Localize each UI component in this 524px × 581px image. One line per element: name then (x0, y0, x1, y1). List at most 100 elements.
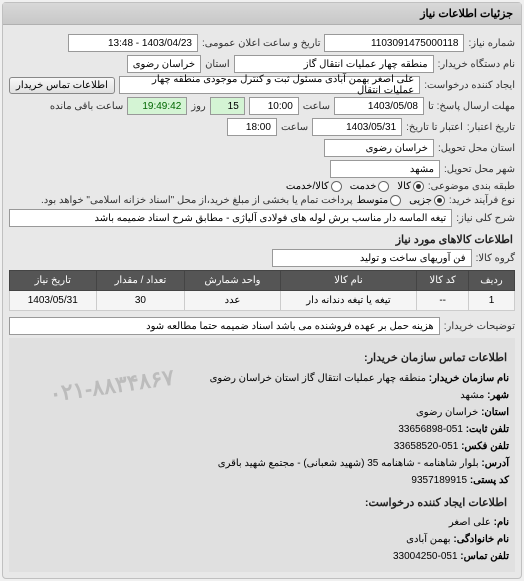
cell-unit: عدد (185, 291, 280, 311)
contact-phone2: تلفن تماس: 051-33004250 (15, 549, 509, 565)
device-field: منطقه چهار عملیات انتقال گاز (234, 55, 434, 73)
province-label: استان (205, 59, 230, 70)
radio-service-circle (378, 181, 389, 192)
contact-city: شهر: مشهد (15, 388, 509, 404)
radio-medium-label: متوسط (357, 195, 388, 206)
row-delivery-city: شهر محل تحویل: مشهد (9, 160, 515, 178)
creator-section-title: اطلاعات ایجاد کننده درخواست: (17, 495, 507, 513)
deadline-time-field: 10:00 (249, 97, 299, 115)
radio-service[interactable]: خدمت (350, 181, 390, 192)
row-process: نوع فرآیند خرید: جزیی متوسط پرداخت تمام … (9, 195, 515, 206)
category-radio-group: کالا خدمت کالا/خدمت (286, 181, 424, 192)
address-label: آدرس: (481, 458, 509, 469)
family-value: بهمن آبادی (406, 534, 450, 545)
panel-title: جزئیات اطلاعات نیاز (3, 3, 521, 25)
day-label: روز (191, 101, 206, 112)
buyer-notes-field: هزینه حمل بر عهده فروشنده می باشد اسناد … (9, 317, 440, 335)
fax-value: 051-33658520 (394, 441, 459, 452)
address-value: بلوار شاهنامه - شاهنامه 35 (شهید شعبانی)… (218, 458, 479, 469)
buyer-contact-button[interactable]: اطلاعات تماس خریدار (9, 77, 115, 94)
radio-goods-service-circle (331, 181, 342, 192)
name-value: علی اصغر (449, 517, 491, 528)
days-remain-field: 15 (210, 97, 245, 115)
contact-org: نام سازمان خریدار: منطقه چهار عملیات انت… (15, 371, 509, 387)
row-deadline: مهلت ارسال پاسخ: تا 1403/05/08 ساعت 10:0… (9, 97, 515, 115)
contact-block: ۰۲۱-۸۸۳۴۸۶۷ اطلاعات تماس سازمان خریدار: … (9, 338, 515, 572)
radio-medium[interactable]: متوسط (357, 195, 401, 206)
request-no-field: 1103091475000118 (324, 34, 464, 52)
postal-value: 9357189915 (411, 475, 467, 486)
family-label: نام خانوادگی: (453, 534, 509, 545)
panel-body: شماره نیاز: 1103091475000118 تاریخ و ساع… (3, 25, 521, 578)
row-delivery-province: استان محل تحویل: خراسان رضوی (9, 139, 515, 157)
delivery-province-field: خراسان رضوی (324, 139, 434, 157)
contact-phone: تلفن ثابت: 051-33656898 (15, 422, 509, 438)
category-label: طبقه بندی موضوعی: (428, 181, 515, 192)
radio-goods-service-label: کالا/خدمت (286, 181, 329, 192)
cell-row: 1 (469, 291, 515, 311)
cell-name: تیغه یا تیغه دندانه دار (280, 291, 417, 311)
credit-date-label: تاریخ اعتبار: (467, 122, 515, 133)
row-buyer-notes: توضیحات خریدار: هزینه حمل بر عهده فروشند… (9, 317, 515, 335)
radio-goods-service[interactable]: کالا/خدمت (286, 181, 342, 192)
row-validity: تاریخ اعتبار: اعتبار تا تاریخ: 1403/05/3… (9, 118, 515, 136)
contact-phone-value: 051-33004250 (393, 551, 458, 562)
col-name: نام کالا (280, 271, 417, 291)
radio-small-label: جزیی (409, 195, 432, 206)
device-label: نام دستگاه خریدار: (438, 59, 515, 70)
buyer-notes-label: توضیحات خریدار: (444, 321, 515, 332)
row-subject: شرح کلی نیاز: تیغه الماسه دار مناسب برش … (9, 209, 515, 227)
validity-label: اعتبار تا تاریخ: (406, 122, 463, 133)
radio-small[interactable]: جزیی (409, 195, 445, 206)
subject-field: تیغه الماسه دار مناسب برش لوله های فولاد… (9, 209, 452, 227)
goods-group-label: گروه کالا: (476, 253, 515, 264)
row-device: نام دستگاه خریدار: منطقه چهار عملیات انت… (9, 55, 515, 73)
goods-group-field: فن آوریهای ساخت و تولید (272, 249, 472, 267)
radio-medium-circle (390, 195, 401, 206)
table-header-row: ردیف کد کالا نام کالا واحد شمارش تعداد /… (10, 271, 515, 291)
delivery-city-label: شهر محل تحویل: (444, 164, 515, 175)
time-remain-field: 19:49:42 (127, 97, 187, 115)
c-province-value: خراسان رضوی (416, 407, 478, 418)
contact-family: نام خانوادگی: بهمن آبادی (15, 532, 509, 548)
row-category: طبقه بندی موضوعی: کالا خدمت کالا/خدمت (9, 181, 515, 192)
city-value: مشهد (460, 390, 484, 401)
phone-label: تلفن ثابت: (466, 424, 509, 435)
province-field: خراسان رضوی (127, 55, 201, 73)
contact-province: استان: خراسان رضوی (15, 405, 509, 421)
cell-date: 1403/05/31 (10, 291, 97, 311)
contact-fax: تلفن فکس: 051-33658520 (15, 439, 509, 455)
org-label: نام سازمان خریدار: (429, 373, 509, 384)
process-note: پرداخت تمام یا بخشی از مبلغ خرید،از محل … (9, 195, 353, 206)
creator-field: علی اصغر بهمن آبادی مسئول ثبت و کنترل مو… (119, 76, 420, 94)
postal-label: کد پستی: (470, 475, 509, 486)
name-label: نام: (494, 517, 509, 528)
process-radio-group: جزیی متوسط (357, 195, 445, 206)
announce-label: تاریخ و ساعت اعلان عمومی: (202, 38, 321, 49)
table-row[interactable]: 1 -- تیغه یا تیغه دندانه دار عدد 30 1403… (10, 291, 515, 311)
subject-label: شرح کلی نیاز: (456, 213, 515, 224)
row-request-no: شماره نیاز: 1103091475000118 تاریخ و ساع… (9, 34, 515, 52)
deadline-recv-label: مهلت ارسال پاسخ: تا (428, 101, 515, 112)
announce-field: 1403/04/23 - 13:48 (68, 34, 198, 52)
contact-address: آدرس: بلوار شاهنامه - شاهنامه 35 (شهید ش… (15, 456, 509, 472)
col-date: تاریخ نیاز (10, 271, 97, 291)
row-goods-group: گروه کالا: فن آوریهای ساخت و تولید (9, 249, 515, 267)
c-province-label: استان: (481, 407, 509, 418)
time-remain-label: ساعت باقی مانده (50, 101, 123, 112)
main-panel: جزئیات اطلاعات نیاز شماره نیاز: 11030914… (2, 2, 522, 579)
col-qty: تعداد / مقدار (96, 271, 185, 291)
validity-time-field: 18:00 (227, 118, 277, 136)
validity-date-field: 1403/05/31 (312, 118, 402, 136)
radio-goods[interactable]: کالا (397, 181, 424, 192)
cell-code: -- (417, 291, 469, 311)
radio-goods-circle (413, 181, 424, 192)
org-value: منطقه چهار عملیات انتقال گاز استان خراسا… (210, 373, 426, 384)
creator-label: ایجاد کننده درخواست: (424, 80, 515, 91)
contact-section-title: اطلاعات تماس سازمان خریدار: (17, 350, 507, 368)
cell-qty: 30 (96, 291, 185, 311)
request-no-label: شماره نیاز: (468, 38, 515, 49)
delivery-province-label: استان محل تحویل: (438, 143, 515, 154)
col-code: کد کالا (417, 271, 469, 291)
goods-table: ردیف کد کالا نام کالا واحد شمارش تعداد /… (9, 270, 515, 311)
